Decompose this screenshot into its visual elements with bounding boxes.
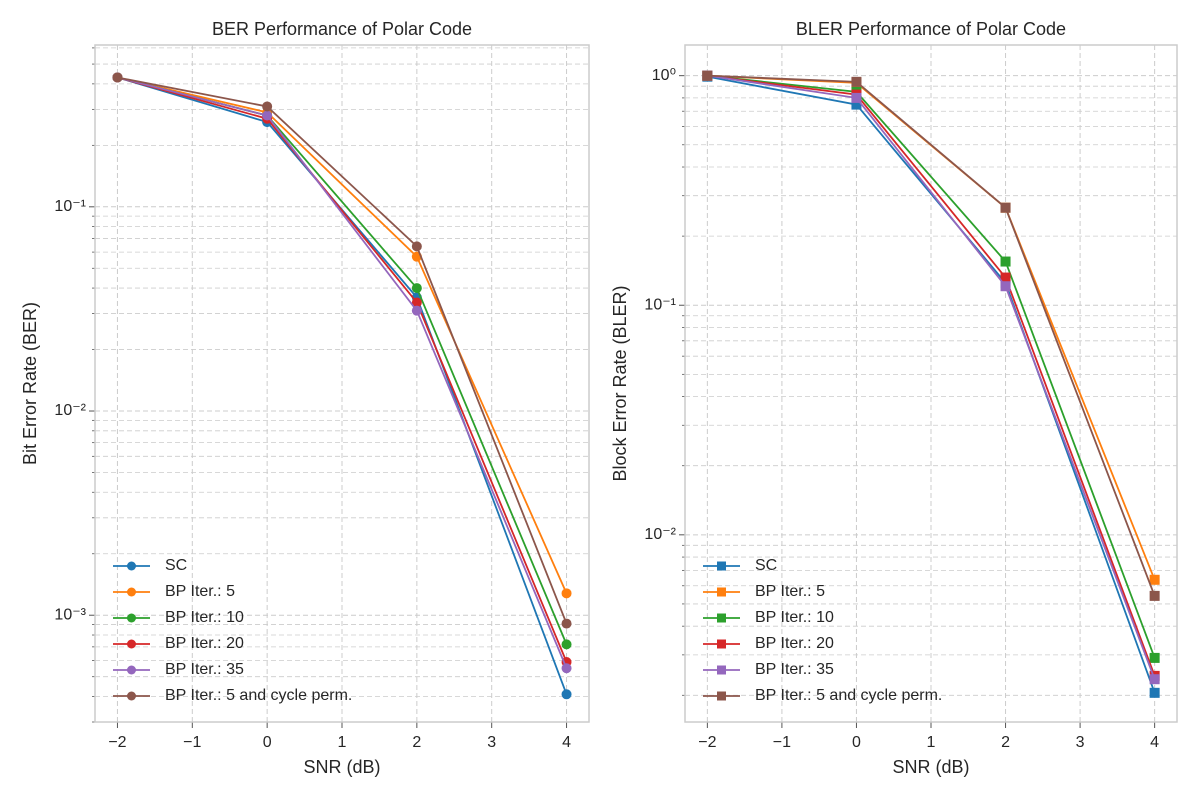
- series-line: [117, 76, 568, 663]
- marker: [411, 241, 422, 252]
- x-axis-label: SNR (dB): [303, 757, 380, 777]
- legend-marker: [717, 613, 726, 623]
- marker: [1149, 652, 1160, 663]
- chart-title: BLER Performance of Polar Code: [796, 19, 1066, 39]
- x-tick-label: 1: [927, 734, 936, 751]
- series-line: [707, 75, 1156, 694]
- marker: [1000, 256, 1011, 267]
- legend-marker: [717, 639, 726, 649]
- marker: [262, 101, 273, 112]
- x-tick-label: −1: [183, 734, 201, 751]
- x-tick-label: 0: [852, 734, 861, 751]
- marker: [851, 76, 862, 87]
- x-axis-label: SNR (dB): [892, 757, 969, 777]
- marker: [1149, 590, 1160, 601]
- legend-label: SC: [165, 557, 187, 574]
- y-tick-label: 10⁻³: [54, 606, 86, 623]
- legend-label: BP Iter.: 5 and cycle perm.: [755, 687, 942, 704]
- y-tick-label: 10⁻¹: [644, 296, 676, 313]
- y-axis-label: Bit Error Rate (BER): [20, 302, 40, 465]
- x-tick-label: 0: [263, 734, 272, 751]
- marker: [411, 297, 422, 308]
- marker: [112, 72, 123, 83]
- x-tick-label: −2: [698, 734, 716, 751]
- legend-label: BP Iter.: 20: [165, 635, 244, 652]
- legend-label: BP Iter.: 5: [755, 583, 825, 600]
- marker: [1000, 281, 1011, 292]
- legend-marker: [127, 691, 136, 701]
- series-line: [707, 74, 1156, 680]
- legend-marker: [127, 639, 136, 649]
- marker: [851, 99, 862, 110]
- x-tick-label: 2: [1001, 734, 1010, 751]
- legend-label: BP Iter.: 5 and cycle perm.: [165, 687, 352, 704]
- marker: [262, 110, 273, 121]
- marker: [411, 283, 422, 294]
- legend-label: SC: [755, 557, 777, 574]
- legend-marker: [717, 587, 726, 597]
- legend-label: BP Iter.: 10: [755, 609, 834, 626]
- y-tick-label: 10⁻²: [54, 402, 86, 419]
- marker: [702, 70, 713, 81]
- plot-frame: [684, 44, 1178, 723]
- y-tick-label: 10⁰: [652, 67, 676, 84]
- x-tick-label: 2: [412, 734, 421, 751]
- series-line: [707, 74, 1156, 659]
- series-line: [707, 74, 1156, 597]
- chart-title: BER Performance of Polar Code: [212, 19, 472, 39]
- marker: [851, 92, 862, 103]
- marker: [1149, 574, 1160, 585]
- marker: [1149, 674, 1160, 685]
- legend-marker: [717, 691, 726, 701]
- legend-label: BP Iter.: 35: [755, 661, 834, 678]
- marker: [561, 663, 572, 674]
- legend-marker: [127, 613, 136, 623]
- x-tick-label: 3: [1076, 734, 1085, 751]
- marker: [1000, 272, 1011, 283]
- marker: [561, 618, 572, 629]
- x-tick-label: 4: [562, 734, 571, 751]
- legend-label: BP Iter.: 5: [165, 583, 235, 600]
- legend-marker: [127, 587, 136, 597]
- x-tick-label: 1: [338, 734, 347, 751]
- legend-label: BP Iter.: 10: [165, 609, 244, 626]
- x-tick-label: 4: [1150, 734, 1159, 751]
- marker: [561, 588, 572, 599]
- series-line: [117, 76, 568, 669]
- legend-marker: [127, 561, 136, 571]
- marker: [561, 689, 572, 700]
- marker: [1149, 687, 1160, 698]
- x-tick-label: −1: [773, 734, 791, 751]
- x-tick-label: 3: [487, 734, 496, 751]
- marker: [561, 639, 572, 650]
- legend-label: BP Iter.: 20: [755, 635, 834, 652]
- series-line: [117, 76, 568, 624]
- y-axis-label: Block Error Rate (BLER): [610, 285, 630, 481]
- series-line: [707, 74, 1156, 677]
- series-line: [117, 76, 568, 594]
- legend-marker: [717, 665, 726, 675]
- x-tick-label: −2: [108, 734, 126, 751]
- y-tick-label: 10⁻²: [644, 526, 676, 543]
- plot-frame: [94, 44, 590, 723]
- y-tick-label: 10⁻¹: [54, 198, 86, 215]
- marker: [411, 305, 422, 316]
- legend-marker: [717, 561, 726, 571]
- legend-marker: [127, 665, 136, 675]
- marker: [1000, 202, 1011, 213]
- legend-label: BP Iter.: 35: [165, 661, 244, 678]
